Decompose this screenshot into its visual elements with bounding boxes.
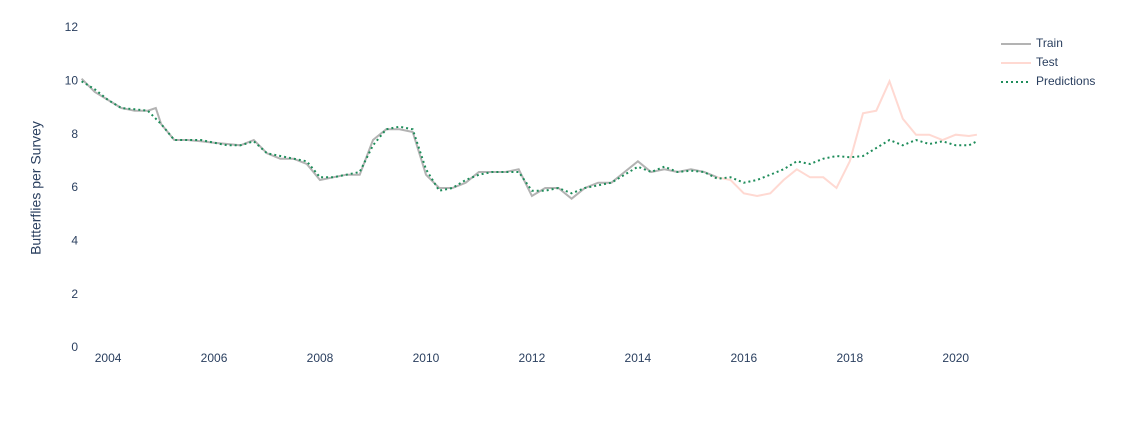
y-tick-label: 2 bbox=[71, 287, 78, 301]
y-tick-label: 12 bbox=[65, 20, 79, 34]
line-series bbox=[81, 80, 978, 195]
y-tick-label: 10 bbox=[65, 74, 79, 88]
x-tick-label: 2016 bbox=[730, 351, 757, 365]
legend-label: Test bbox=[1036, 55, 1059, 69]
y-tick-label: 0 bbox=[71, 340, 78, 354]
line-series bbox=[717, 78, 978, 198]
legend-label: Train bbox=[1036, 36, 1063, 50]
y-tick-label: 6 bbox=[71, 180, 78, 194]
y-tick-label: 8 bbox=[71, 127, 78, 141]
legend-label: Predictions bbox=[1036, 74, 1095, 88]
x-tick-label: 2008 bbox=[307, 351, 334, 365]
y-tick-label: 4 bbox=[71, 234, 78, 248]
x-tick-label: 2018 bbox=[836, 351, 863, 365]
x-tick-label: 2014 bbox=[625, 351, 652, 365]
x-tick-label: 2010 bbox=[413, 351, 440, 365]
x-tick-label: 2020 bbox=[942, 351, 969, 365]
x-tick-label: 2006 bbox=[201, 351, 228, 365]
x-tick-label: 2004 bbox=[95, 351, 122, 365]
x-tick-label: 2012 bbox=[519, 351, 546, 365]
line-series bbox=[80, 77, 718, 200]
y-axis-title: Butterflies per Survey bbox=[28, 121, 44, 255]
